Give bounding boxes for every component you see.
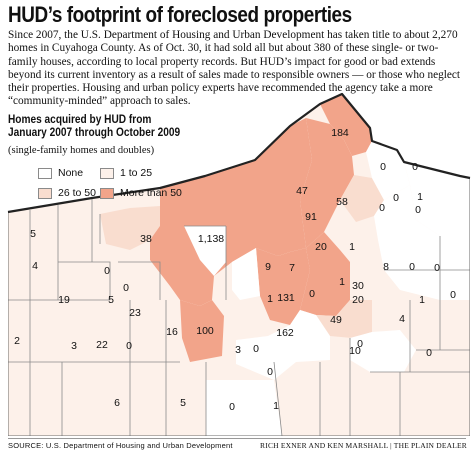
region-maple-hts (300, 232, 350, 316)
municipality-count-label: 1 (339, 276, 345, 288)
page-title: HUD’s footprint of foreclosed properties (8, 2, 352, 27)
municipality-count-label: 184 (331, 127, 349, 139)
municipality-regions (8, 94, 470, 436)
municipality-count-label: 0 (426, 347, 432, 359)
municipality-count-label: 8 (383, 261, 389, 273)
region-lakewood (100, 206, 160, 250)
municipality-count-label: 49 (330, 314, 342, 326)
map-subtitle: Homes acquired by HUD from January 2007 … (8, 114, 181, 139)
credit-line: RICH EXNER AND KEN MARSHALL | THE PLAIN … (260, 441, 467, 450)
municipality-count-label: 2 (14, 335, 20, 347)
municipality-count-label: 0 (450, 289, 456, 301)
region-none-7 (184, 226, 226, 276)
municipality-count-label: 0 (104, 265, 110, 277)
legend-swatch-26-50 (38, 187, 52, 199)
region-none-5 (350, 330, 416, 372)
legend-label-over-50: More than 50 (120, 187, 182, 199)
municipality-count-label: 0 (309, 288, 315, 300)
municipality-count-label: 20 (352, 294, 364, 306)
lake-erie-shoreline (7, 92, 471, 214)
region-east-cleveland (300, 118, 354, 248)
municipality-count-label: 0 (123, 282, 129, 294)
legend-label-1-25: 1 to 25 (120, 167, 153, 179)
municipality-count-label: 19 (58, 294, 70, 306)
municipality-count-label: 0 (267, 366, 273, 378)
municipality-count-label: 1,138 (198, 233, 224, 245)
municipality-count-label: 5 (108, 294, 114, 306)
municipality-count-label: 4 (32, 260, 38, 272)
municipality-count-label: 47 (296, 185, 308, 197)
municipality-count-label: 7 (289, 262, 295, 274)
municipality-count-label: 0 (126, 340, 132, 352)
region-none-3 (374, 185, 470, 300)
region-garfield (256, 248, 310, 325)
region-none-6 (206, 380, 282, 436)
municipality-count-label: 22 (96, 339, 108, 351)
municipality-count-label: 0 (357, 338, 363, 350)
municipality-count-label: 5 (180, 397, 186, 409)
municipality-count-label: 3 (235, 344, 241, 356)
legend-swatch-none (38, 167, 52, 179)
municipality-count-label: 0 (393, 192, 399, 204)
municipality-count-label: 0 (380, 161, 386, 173)
municipality-count-label: 0 (415, 204, 421, 216)
municipality-count-label: 131 (277, 292, 295, 304)
legend-label-26-50: 26 to 50 (58, 187, 96, 199)
region-none-8 (232, 248, 260, 300)
municipality-count-label: 38 (140, 233, 152, 245)
municipality-count-label: 4 (399, 313, 405, 325)
municipality-count-label: 0 (434, 262, 440, 274)
municipality-count-label: 1 (273, 400, 279, 412)
legend-item-over-50: More than 50 (100, 187, 182, 199)
legend-label-none: None (58, 167, 84, 179)
map-legend: None 1 to 25 26 to 50 More than 50 (38, 167, 218, 201)
municipality-count-label: 30 (352, 280, 364, 292)
municipality-count-label: 0 (253, 343, 259, 355)
municipality-count-label: 10 (349, 345, 361, 357)
legend-item-none: None (38, 167, 83, 179)
municipality-count-label: 23 (129, 307, 141, 319)
municipality-count-label: 16 (166, 326, 178, 338)
region-euclid (320, 94, 372, 156)
intro-paragraph: Since 2007, the U.S. Department of Housi… (8, 29, 461, 108)
municipality-count-label: 0 (379, 202, 385, 214)
municipality-count-label: 1 (349, 241, 355, 253)
region-shaker (340, 175, 384, 222)
region-bedford (316, 300, 372, 338)
municipality-count-label: 0 (412, 161, 418, 173)
municipality-count-label: 9 (265, 261, 271, 273)
source-note: SOURCE: U.S. Department of Housing and U… (8, 441, 233, 450)
footer-divider (8, 438, 466, 439)
region-none-2 (404, 162, 470, 236)
region-cleveland (150, 118, 312, 306)
legend-swatch-over-50 (100, 187, 114, 199)
municipality-count-label: 162 (276, 327, 294, 339)
legend-item-26-50: 26 to 50 (38, 187, 96, 199)
legend-swatch-1-25 (100, 167, 114, 179)
region-none-4 (236, 310, 330, 380)
municipality-count-label: 1 (417, 191, 423, 203)
legend-item-1-25: 1 to 25 (100, 167, 152, 179)
municipality-count-label: 91 (305, 211, 317, 223)
municipality-count-label: 20 (315, 241, 327, 253)
municipality-count-label: 58 (336, 196, 348, 208)
municipality-count-label: 6 (114, 397, 120, 409)
region-none-1 (366, 141, 410, 200)
map-note: (single-family homes and doubles) (8, 145, 155, 156)
municipality-count-label: 0 (229, 401, 235, 413)
municipality-count-label: 1 (267, 293, 273, 305)
region-parma (180, 300, 224, 362)
municipality-count-label: 0 (409, 261, 415, 273)
municipality-count-label: 1 (419, 294, 425, 306)
municipality-count-label: 5 (30, 228, 36, 240)
municipality-count-label: 3 (71, 340, 77, 352)
municipality-count-label: 100 (196, 325, 214, 337)
